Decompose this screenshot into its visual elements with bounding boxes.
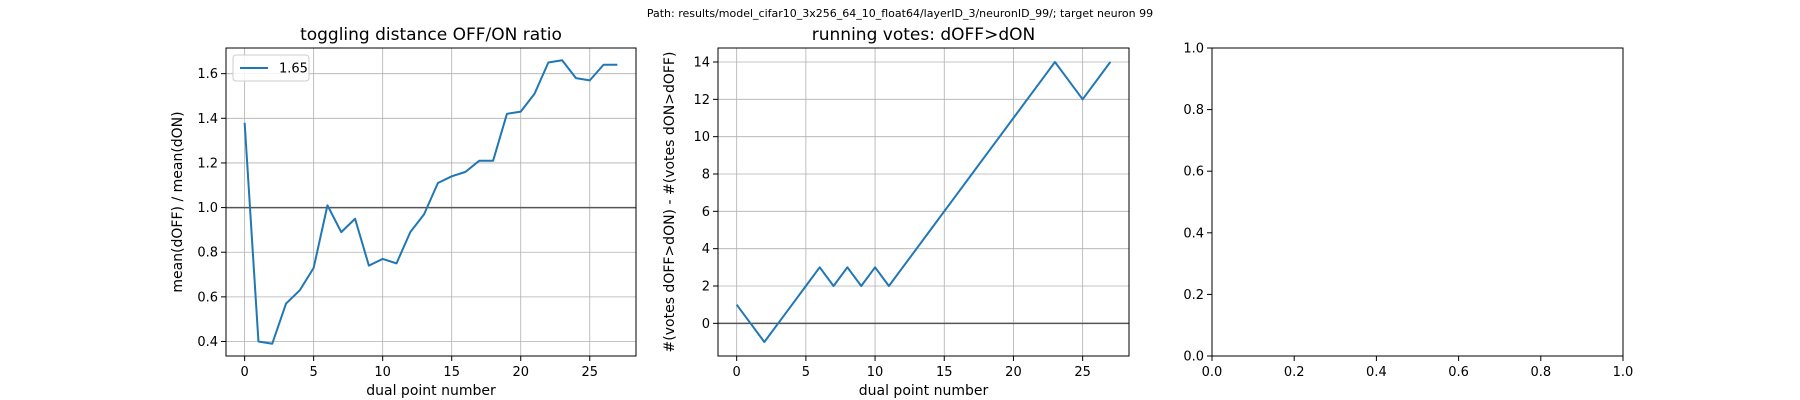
chart1-xtick-label-5: 25 — [1074, 365, 1091, 380]
chart2-ytick-label-5: 1.0 — [1183, 42, 1204, 57]
chart0-ytick-label-3: 1.0 — [197, 201, 218, 216]
chart0-xtick-label-3: 15 — [443, 365, 460, 380]
chart0-xtick-label-0: 0 — [240, 365, 248, 380]
chart1-xtick-label-2: 10 — [867, 365, 884, 380]
chart0-ytick-label-6: 1.6 — [197, 67, 218, 82]
chart0-ytick-label-5: 1.4 — [197, 112, 218, 127]
chart1-ytick-label-1: 2 — [702, 280, 710, 295]
chart1-ytick-label-6: 12 — [693, 93, 710, 108]
chart2-xtick-label-4: 0.8 — [1530, 365, 1551, 380]
chart1-xtick-label-4: 20 — [1005, 365, 1022, 380]
chart0-legend-label-0: 1.65 — [279, 62, 308, 77]
chart0-axes-frame — [225, 47, 637, 357]
chart1-xlabel: dual point number — [859, 383, 989, 399]
panel-empty: 0.0 0.2 0.4 0.6 0.8 1.0 0.0 0.2 0.4 0.6 0.8 1.0 — [1183, 42, 1633, 381]
panel-ratio: 0 5 10 15 20 25 0.4 0.6 0.8 1.0 1.2 1.4 1.6 toggling … — [170, 25, 637, 399]
chart0-xtick-label-5: 25 — [581, 365, 598, 380]
chart0-title: toggling distance OFF/ON ratio — [300, 25, 562, 45]
chart1-axes-frame — [717, 47, 1130, 357]
chart0-legend-box — [232, 54, 310, 82]
chart0-legend: 1.65 — [232, 54, 310, 82]
chart2-xtick-label-2: 0.4 — [1366, 365, 1387, 380]
chart1-ytick-label-7: 14 — [693, 56, 710, 71]
chart2-axes-frame — [1211, 47, 1624, 357]
chart1-ylabel: #(votes dOFF>dON) - #(votes dON>dOFF) — [662, 52, 678, 353]
chart2-ytick-label-0: 0.0 — [1183, 350, 1204, 365]
chart0-series-line-0 — [243, 59, 618, 345]
chart2-ytick-label-1: 0.2 — [1183, 288, 1204, 303]
chart1-xtick-label-0: 0 — [733, 365, 741, 380]
panel-running-votes: 0 5 10 15 20 25 0 2 4 6 8 10 12 14 running votes: dOFF… — [662, 25, 1130, 399]
chart2-ytick-label-2: 0.4 — [1183, 226, 1204, 241]
chart0-ytick-label-2: 0.8 — [197, 246, 218, 261]
chart0-xlabel: dual point number — [366, 383, 496, 399]
chart2-xtick-label-3: 0.6 — [1448, 365, 1469, 380]
chart0-ytick-label-1: 0.6 — [197, 290, 218, 305]
chart2-ytick-label-3: 0.6 — [1183, 165, 1204, 180]
chart2-xtick-label-0: 0.0 — [1202, 365, 1223, 380]
chart1-ytick-label-2: 4 — [702, 242, 710, 257]
chart1-ytick-label-3: 6 — [702, 205, 710, 220]
chart0-xtick-label-2: 10 — [374, 365, 391, 380]
chart1-xtick-label-3: 15 — [936, 365, 953, 380]
chart0-ylabel: mean(dOFF) / mean(dON) — [170, 111, 186, 292]
chart0-ytick-label-4: 1.2 — [197, 156, 218, 171]
chart1-title: running votes: dOFF>dON — [812, 25, 1035, 45]
chart1-xtick-label-1: 5 — [802, 365, 810, 380]
chart2-xtick-label-1: 0.2 — [1284, 365, 1305, 380]
figure-suptitle: Path: results/model_cifar10_3x256_64_10_… — [647, 7, 1153, 20]
chart2-xtick-label-5: 1.0 — [1613, 365, 1634, 380]
chart0-xtick-label-1: 5 — [310, 365, 318, 380]
chart2-ytick-label-4: 0.8 — [1183, 103, 1204, 118]
chart0-xtick-label-4: 20 — [512, 365, 529, 380]
chart1-ytick-label-0: 0 — [702, 317, 710, 332]
chart1-series-line-0 — [735, 61, 1112, 343]
chart1-ytick-label-5: 10 — [693, 130, 710, 145]
chart0-ytick-label-0: 0.4 — [197, 335, 218, 350]
chart1-ytick-label-4: 8 — [702, 168, 710, 183]
